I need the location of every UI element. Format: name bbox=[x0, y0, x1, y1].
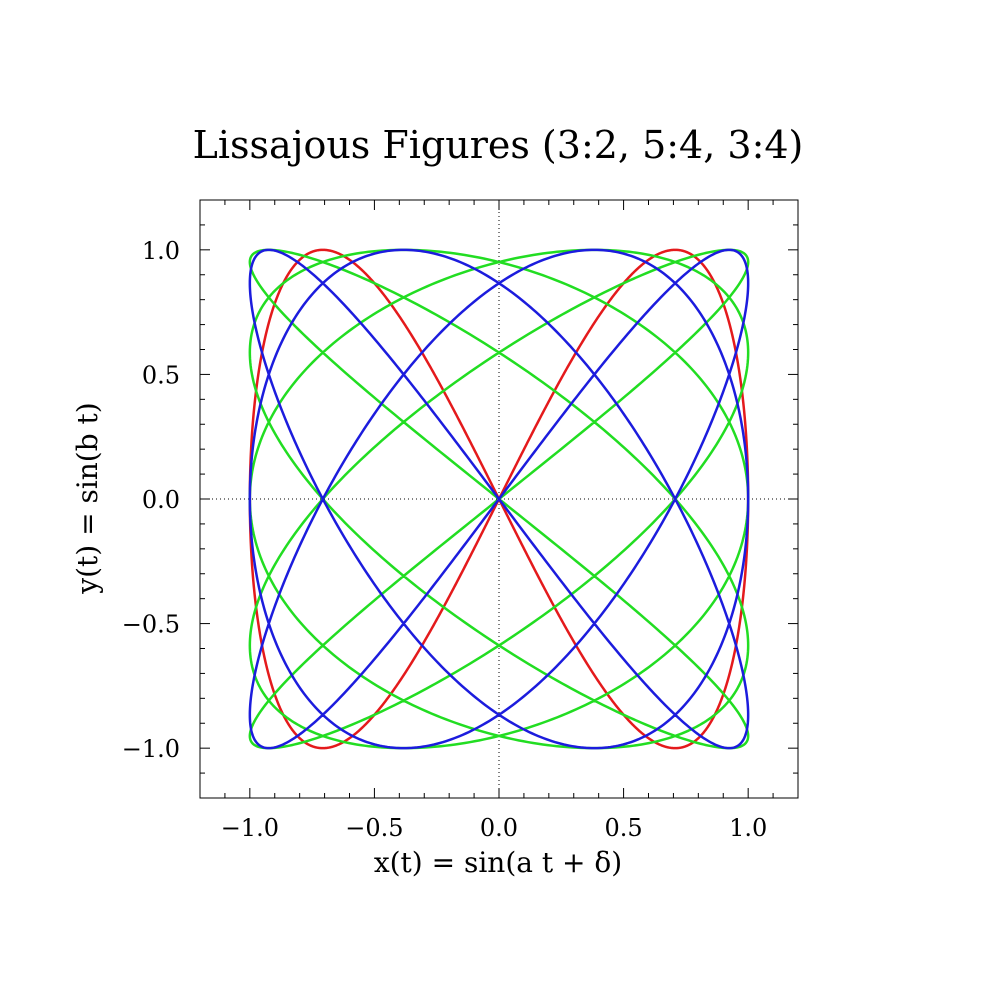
y-tick-label: −0.5 bbox=[122, 611, 180, 639]
x-tick-label: 0.0 bbox=[480, 814, 518, 842]
y-axis-label: y(t) = sin(b t) bbox=[71, 402, 104, 594]
x-axis-label: x(t) = sin(a t + δ) bbox=[374, 846, 622, 879]
y-tick-label: 0.0 bbox=[142, 486, 180, 514]
y-tick-labels: −1.0 −0.5 0.0 0.5 1.0 bbox=[122, 237, 180, 763]
y-tick-label: 1.0 bbox=[142, 237, 180, 265]
x-tick-label: −1.0 bbox=[221, 814, 279, 842]
x-tick-label: −0.5 bbox=[345, 814, 403, 842]
y-tick-label: 0.5 bbox=[142, 361, 180, 389]
x-tick-labels: −1.0 −0.5 0.0 0.5 1.0 bbox=[221, 814, 768, 842]
axis-ticks bbox=[200, 200, 798, 798]
series-group bbox=[248, 248, 750, 750]
plot-area bbox=[199, 199, 799, 799]
x-tick-label: 0.5 bbox=[604, 814, 642, 842]
x-tick-label: 1.0 bbox=[729, 814, 767, 842]
series-curve-3 bbox=[248, 248, 750, 750]
chart-title: Lissajous Figures (3:2, 5:4, 3:4) bbox=[193, 123, 804, 167]
y-tick-label: −1.0 bbox=[122, 735, 180, 763]
